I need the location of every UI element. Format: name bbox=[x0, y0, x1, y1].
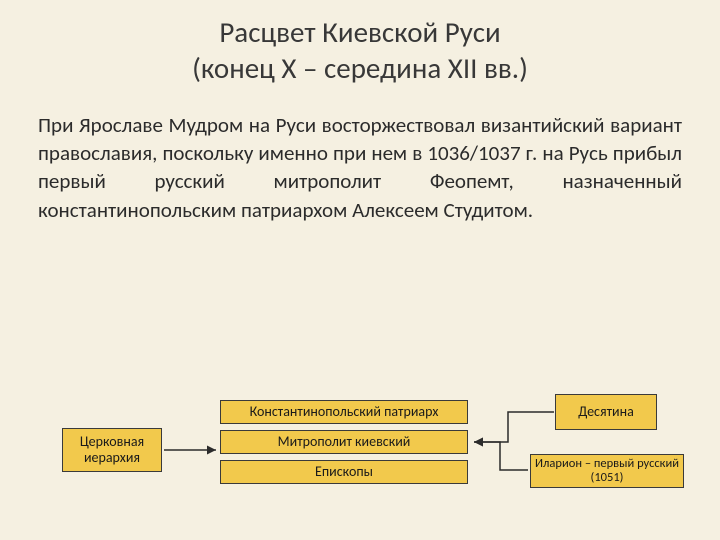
body-paragraph: При Ярославе Мудром на Руси восторжество… bbox=[0, 87, 720, 224]
title-line1: Расцвет Киевской Руси bbox=[219, 14, 500, 50]
hierarchy-diagram: Церковная иерархия Константинопольский п… bbox=[0, 376, 720, 516]
arrow-ilarion-to-metropolitan bbox=[468, 432, 532, 476]
title-line2: (конец X – середина XII вв.) bbox=[192, 50, 528, 86]
box-church-hierarchy: Церковная иерархия bbox=[62, 428, 162, 472]
box-bishops: Епископы bbox=[220, 460, 468, 484]
box-tithe: Десятина bbox=[555, 394, 657, 430]
box-patriarch: Константинопольский патриарх bbox=[220, 400, 468, 424]
page-title: Расцвет Киевской Руси (конец X – середин… bbox=[0, 0, 720, 87]
box-ilarion: Иларион – первый русский (1051) bbox=[530, 454, 684, 488]
arrow-left-to-center bbox=[162, 430, 222, 468]
box-metropolitan: Митрополит киевский bbox=[220, 430, 468, 454]
